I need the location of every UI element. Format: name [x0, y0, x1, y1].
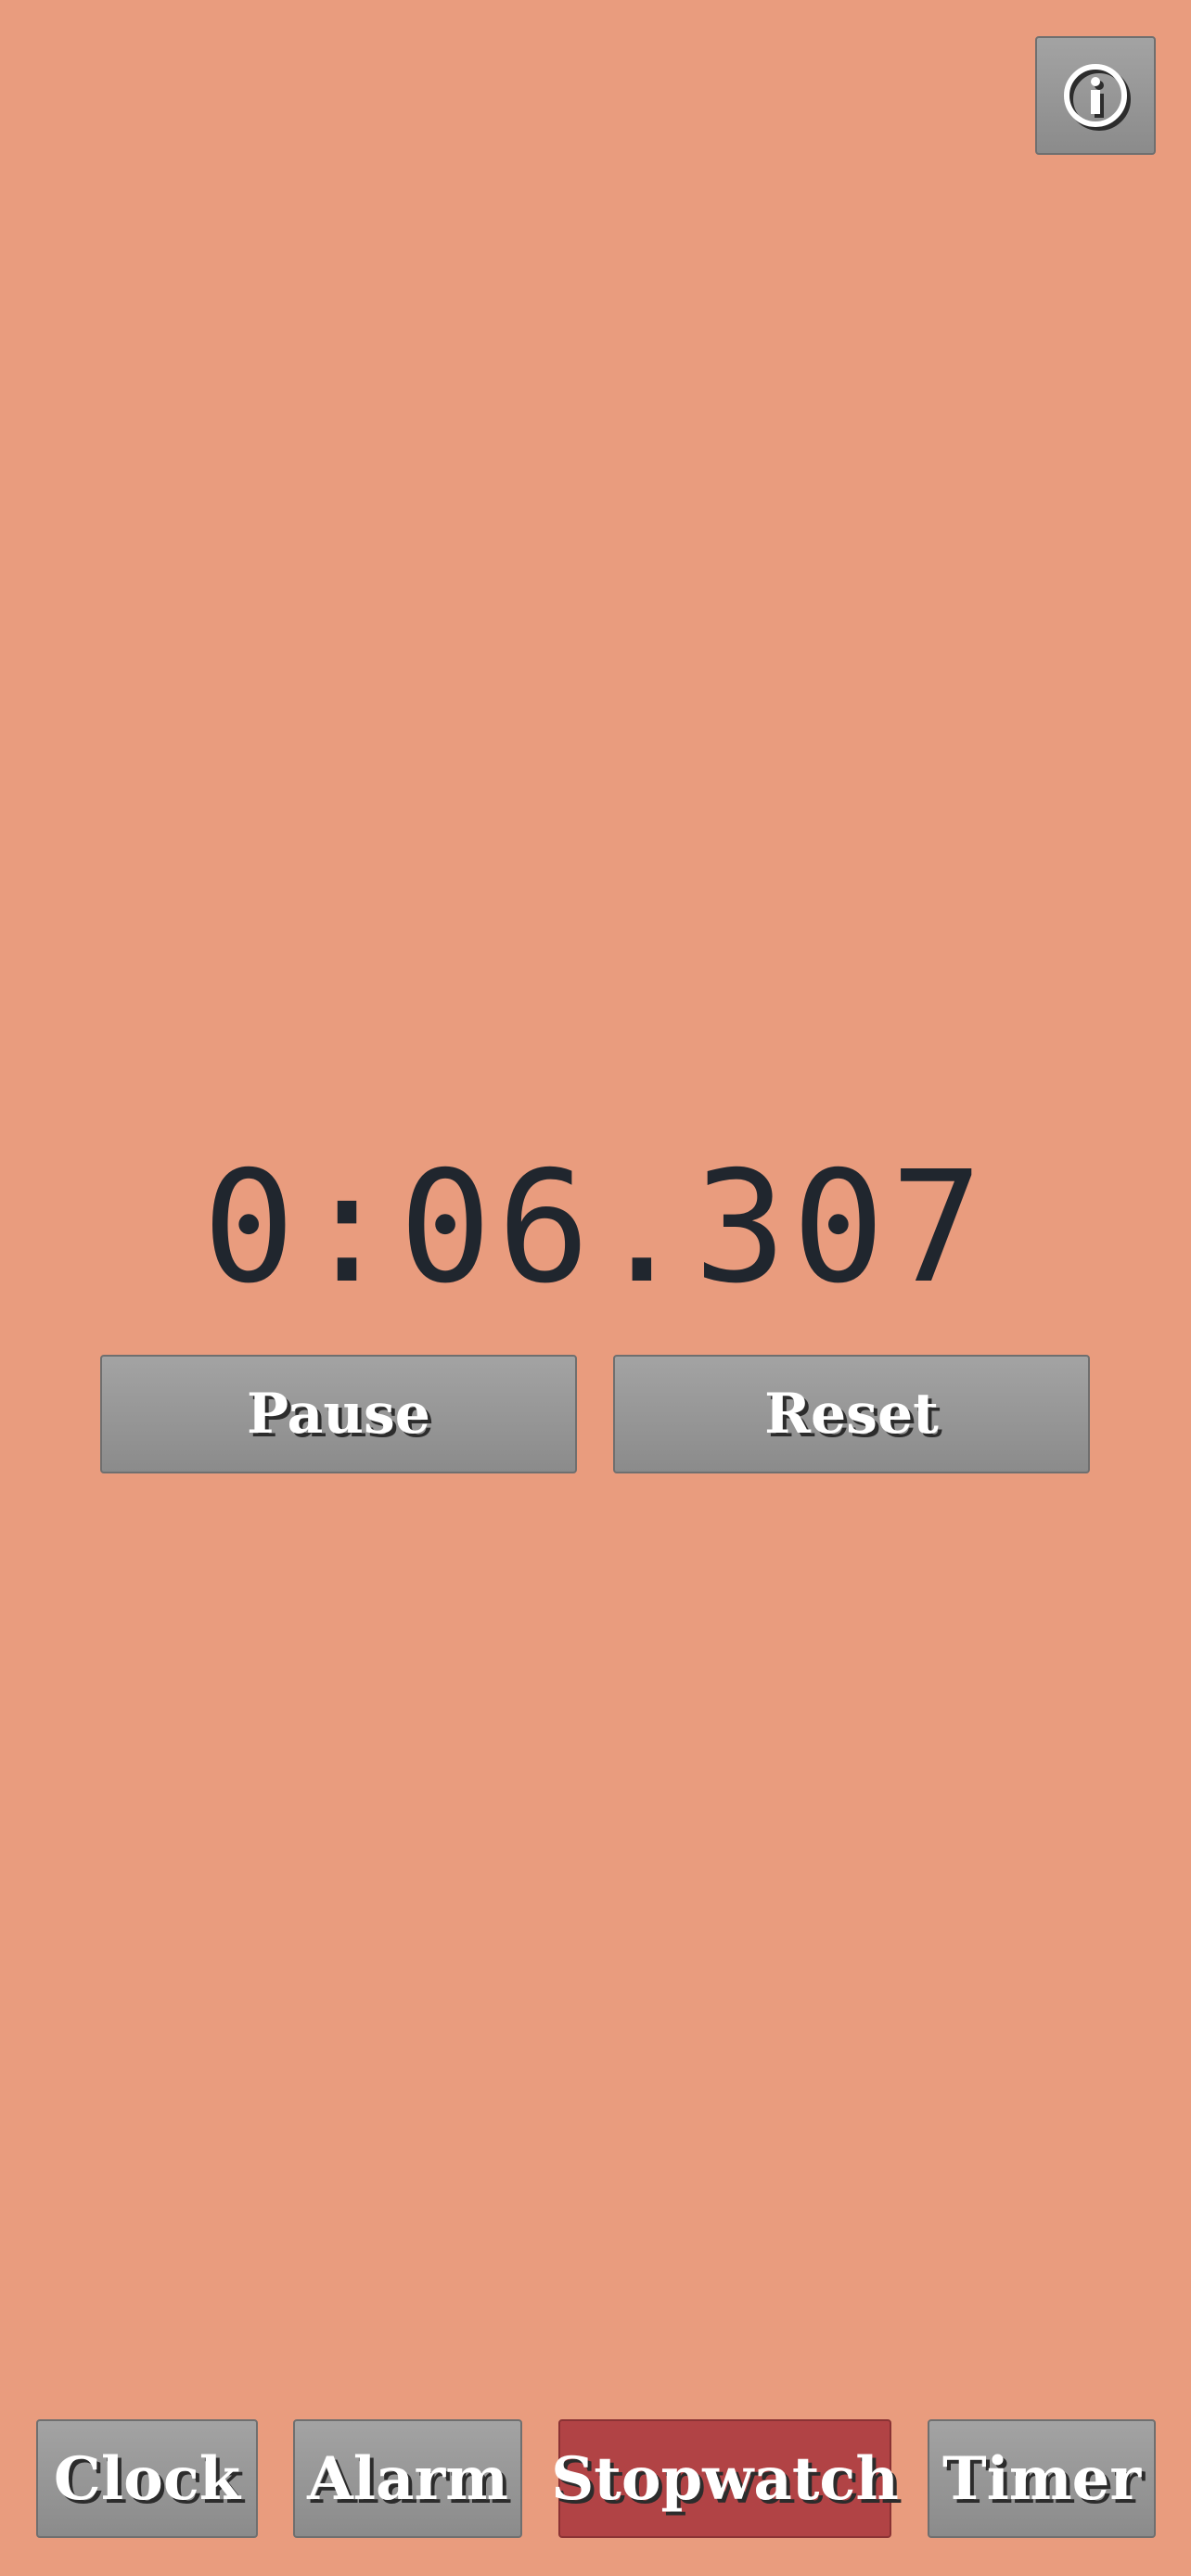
tab-stopwatch[interactable]: Stopwatch	[551, 2419, 899, 2538]
reset-button[interactable]: Reset	[613, 1355, 1090, 1473]
info-icon	[1064, 64, 1127, 127]
info-button[interactable]	[1035, 36, 1156, 155]
pause-button[interactable]: Pause	[100, 1355, 577, 1473]
tab-clock[interactable]: Clock	[36, 2419, 258, 2538]
stopwatch-elapsed-time: 0:06.307	[202, 1139, 989, 1318]
tab-alarm[interactable]: Alarm	[293, 2419, 522, 2538]
tab-timer[interactable]: Timer	[928, 2419, 1156, 2538]
